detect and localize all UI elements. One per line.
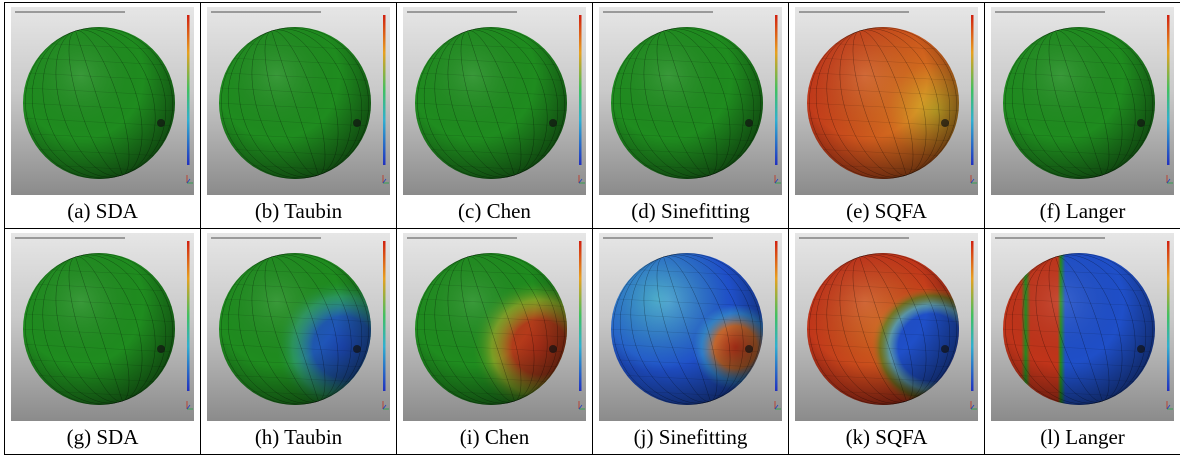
figure-row: (a) SDA (b) Taubin (c) Chen (d) Sinefitting… bbox=[4, 2, 1180, 229]
viewer-header-text bbox=[407, 11, 517, 13]
subfigure-caption: (j) Sinefitting bbox=[633, 425, 748, 449]
subfigure-caption: (d) Sinefitting bbox=[631, 199, 750, 223]
axes-icon bbox=[970, 401, 977, 410]
sphere-render bbox=[603, 11, 781, 184]
viewer-header-text bbox=[407, 237, 517, 239]
subfigure-caption: (k) SQFA bbox=[845, 425, 928, 449]
colorbar bbox=[187, 15, 190, 165]
figure-cell: (j) Sinefitting bbox=[592, 228, 789, 455]
sphere-render bbox=[211, 11, 389, 184]
subfigure-caption: (f) Langer bbox=[1039, 199, 1126, 223]
sphere-render bbox=[603, 237, 781, 410]
viewer-panel bbox=[403, 7, 586, 195]
colorbar bbox=[383, 241, 386, 391]
figure-cell: (k) SQFA bbox=[788, 228, 985, 455]
axes-icon bbox=[578, 175, 585, 184]
subfigure-caption: (i) Chen bbox=[459, 425, 530, 449]
axes-icon bbox=[578, 401, 585, 410]
viewer-header-text bbox=[799, 11, 909, 13]
sphere-render bbox=[407, 237, 585, 410]
viewer-panel bbox=[207, 7, 390, 195]
viewer-header-text bbox=[211, 11, 321, 13]
sphere-render bbox=[995, 237, 1173, 410]
sphere-render bbox=[995, 11, 1173, 184]
axes-icon bbox=[382, 175, 389, 184]
axes-icon bbox=[1166, 401, 1173, 410]
viewer-panel bbox=[795, 233, 978, 421]
viewer-header-text bbox=[995, 237, 1105, 239]
viewer-panel bbox=[11, 233, 194, 421]
viewer-panel bbox=[403, 233, 586, 421]
colorbar bbox=[579, 15, 582, 165]
sphere-render bbox=[407, 11, 585, 184]
figure-grid: (a) SDA (b) Taubin (c) Chen (d) Sinefitting… bbox=[4, 2, 1180, 455]
axes-icon bbox=[382, 401, 389, 410]
figure-cell: (c) Chen bbox=[396, 2, 593, 229]
viewer-header-text bbox=[211, 237, 321, 239]
sphere-render bbox=[15, 237, 193, 410]
subfigure-caption: (e) SQFA bbox=[846, 199, 927, 223]
figure-cell: (l) Langer bbox=[984, 228, 1180, 455]
viewer-panel bbox=[991, 233, 1174, 421]
sphere-render bbox=[211, 237, 389, 410]
viewer-header-text bbox=[15, 237, 125, 239]
viewer-panel bbox=[11, 7, 194, 195]
sphere-render bbox=[799, 237, 977, 410]
figure-cell: (d) Sinefitting bbox=[592, 2, 789, 229]
colorbar bbox=[187, 241, 190, 391]
figure-cell: (e) SQFA bbox=[788, 2, 985, 229]
viewer-header-text bbox=[603, 237, 713, 239]
viewer-header-text bbox=[603, 11, 713, 13]
subfigure-caption: (b) Taubin bbox=[254, 199, 343, 223]
sphere-render bbox=[799, 11, 977, 184]
colorbar bbox=[971, 241, 974, 391]
subfigure-caption: (h) Taubin bbox=[254, 425, 343, 449]
figure-cell: (b) Taubin bbox=[200, 2, 397, 229]
subfigure-caption: (c) Chen bbox=[458, 199, 531, 223]
figure-cell: (f) Langer bbox=[984, 2, 1180, 229]
figure-cell: (i) Chen bbox=[396, 228, 593, 455]
axes-icon bbox=[186, 175, 193, 184]
subfigure-caption: (g) SDA bbox=[66, 425, 139, 449]
colorbar bbox=[1167, 15, 1170, 165]
axes-icon bbox=[1166, 175, 1173, 184]
viewer-panel bbox=[207, 233, 390, 421]
figure-row: (g) SDA (h) Taubin (i) Chen (j) Sinefitting… bbox=[4, 228, 1180, 455]
subfigure-caption: (l) Langer bbox=[1040, 425, 1125, 449]
figure-cell: (g) SDA bbox=[4, 228, 201, 455]
viewer-header-text bbox=[995, 11, 1105, 13]
figure-cell: (h) Taubin bbox=[200, 228, 397, 455]
viewer-header-text bbox=[799, 237, 909, 239]
viewer-panel bbox=[991, 7, 1174, 195]
colorbar bbox=[1167, 241, 1170, 391]
axes-icon bbox=[774, 175, 781, 184]
figure-cell: (a) SDA bbox=[4, 2, 201, 229]
viewer-panel bbox=[599, 7, 782, 195]
sphere-render bbox=[15, 11, 193, 184]
viewer-panel bbox=[599, 233, 782, 421]
viewer-header-text bbox=[15, 11, 125, 13]
colorbar bbox=[775, 15, 778, 165]
viewer-panel bbox=[795, 7, 978, 195]
colorbar bbox=[383, 15, 386, 165]
axes-icon bbox=[774, 401, 781, 410]
subfigure-caption: (a) SDA bbox=[67, 199, 138, 223]
axes-icon bbox=[970, 175, 977, 184]
colorbar bbox=[775, 241, 778, 391]
axes-icon bbox=[186, 401, 193, 410]
colorbar bbox=[971, 15, 974, 165]
colorbar bbox=[579, 241, 582, 391]
